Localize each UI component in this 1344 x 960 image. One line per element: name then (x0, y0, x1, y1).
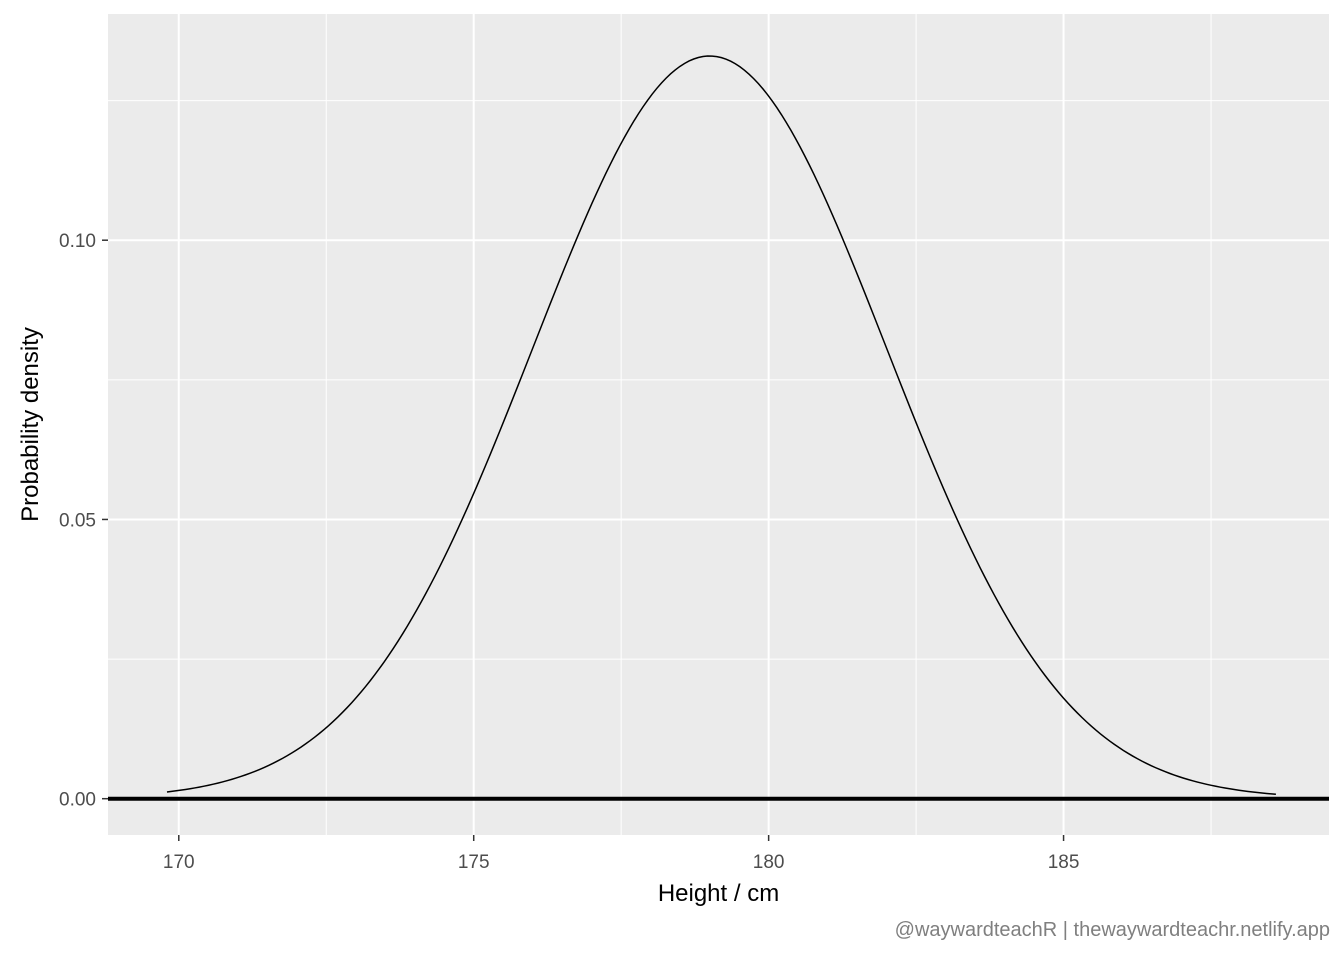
y-tick-label: 0.05 (59, 510, 96, 531)
plot-panel (108, 14, 1329, 835)
x-tick-label: 170 (163, 852, 195, 873)
x-axis-title: Height / cm (658, 880, 779, 907)
y-tick-label: 0.10 (59, 231, 96, 252)
y-axis-ticks: 0.00 0.05 0.10 (59, 231, 108, 811)
x-tick-label: 180 (753, 852, 785, 873)
x-axis-ticks: 170 175 180 185 (163, 835, 1079, 873)
y-tick-label: 0.00 (59, 790, 96, 811)
y-axis-title: Probability density (17, 327, 44, 522)
density-curve (166, 55, 1276, 796)
x-tick-label: 175 (458, 852, 490, 873)
minor-gridlines (108, 14, 1329, 835)
x-tick-label: 185 (1048, 852, 1080, 873)
caption: @waywardteachR | thewaywardteachr.netlif… (894, 919, 1330, 941)
